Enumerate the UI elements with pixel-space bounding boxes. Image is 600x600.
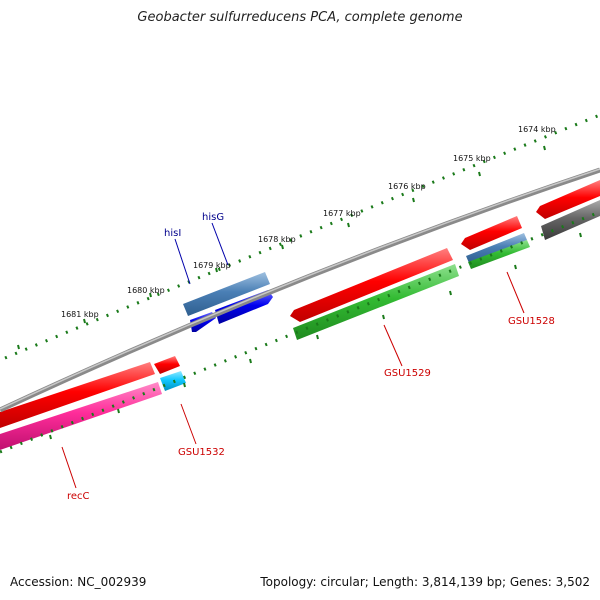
gene-red-right[interactable] <box>461 216 522 250</box>
accession-text: Accession: NC_002939 <box>10 575 147 589</box>
scale-label-1679: 1679 kbp <box>193 261 231 270</box>
leader-recC <box>61 446 77 489</box>
label-hisI: hisI <box>164 228 181 239</box>
gene-red-mid[interactable] <box>290 248 453 322</box>
gene-gray-far-right[interactable] <box>541 200 600 240</box>
gene-recC[interactable] <box>0 382 162 450</box>
scale-label-1675: 1675 kbp <box>453 154 491 163</box>
scale-label-1678: 1678 kbp <box>258 235 296 244</box>
scale-label-1681: 1681 kbp <box>61 310 99 319</box>
inner-major-ticks <box>49 232 582 440</box>
label-GSU1529: GSU1529 <box>384 368 431 379</box>
gene-GSU1528-steel[interactable] <box>466 233 527 263</box>
leader-GSU1528 <box>506 271 525 314</box>
outer-major-ticks <box>17 145 546 350</box>
gene-GSU1529[interactable] <box>293 264 459 340</box>
feature-hisG-steel[interactable] <box>183 272 270 316</box>
leader-hisI <box>174 238 191 285</box>
scale-label-1677: 1677 kbp <box>323 209 361 218</box>
gene-red-left-upper[interactable] <box>0 362 155 428</box>
leader-GSU1529 <box>383 324 403 367</box>
scale-label-1674: 1674 kbp <box>518 125 556 134</box>
outer-scale-ring <box>4 113 600 360</box>
label-GSU1532: GSU1532 <box>178 447 225 458</box>
gene-red-small-left[interactable] <box>154 356 180 374</box>
map-title: Geobacter sulfurreducens PCA, complete g… <box>137 10 463 25</box>
label-recC: recC <box>67 491 90 502</box>
scale-label-1680: 1680 kbp <box>127 286 165 295</box>
gene-GSU1528[interactable] <box>468 240 530 269</box>
genome-summary-text: Topology: circular; Length: 3,814,139 bp… <box>260 575 590 589</box>
label-hisG: hisG <box>202 212 224 223</box>
leader-hisG <box>211 222 229 266</box>
gene-GSU1532[interactable] <box>160 371 186 391</box>
genome-backbone <box>0 167 600 413</box>
scale-label-1676: 1676 kbp <box>388 182 426 191</box>
label-GSU1528: GSU1528 <box>508 316 555 327</box>
leader-GSU1532 <box>180 403 197 445</box>
gene-red-far-right[interactable] <box>536 180 600 219</box>
